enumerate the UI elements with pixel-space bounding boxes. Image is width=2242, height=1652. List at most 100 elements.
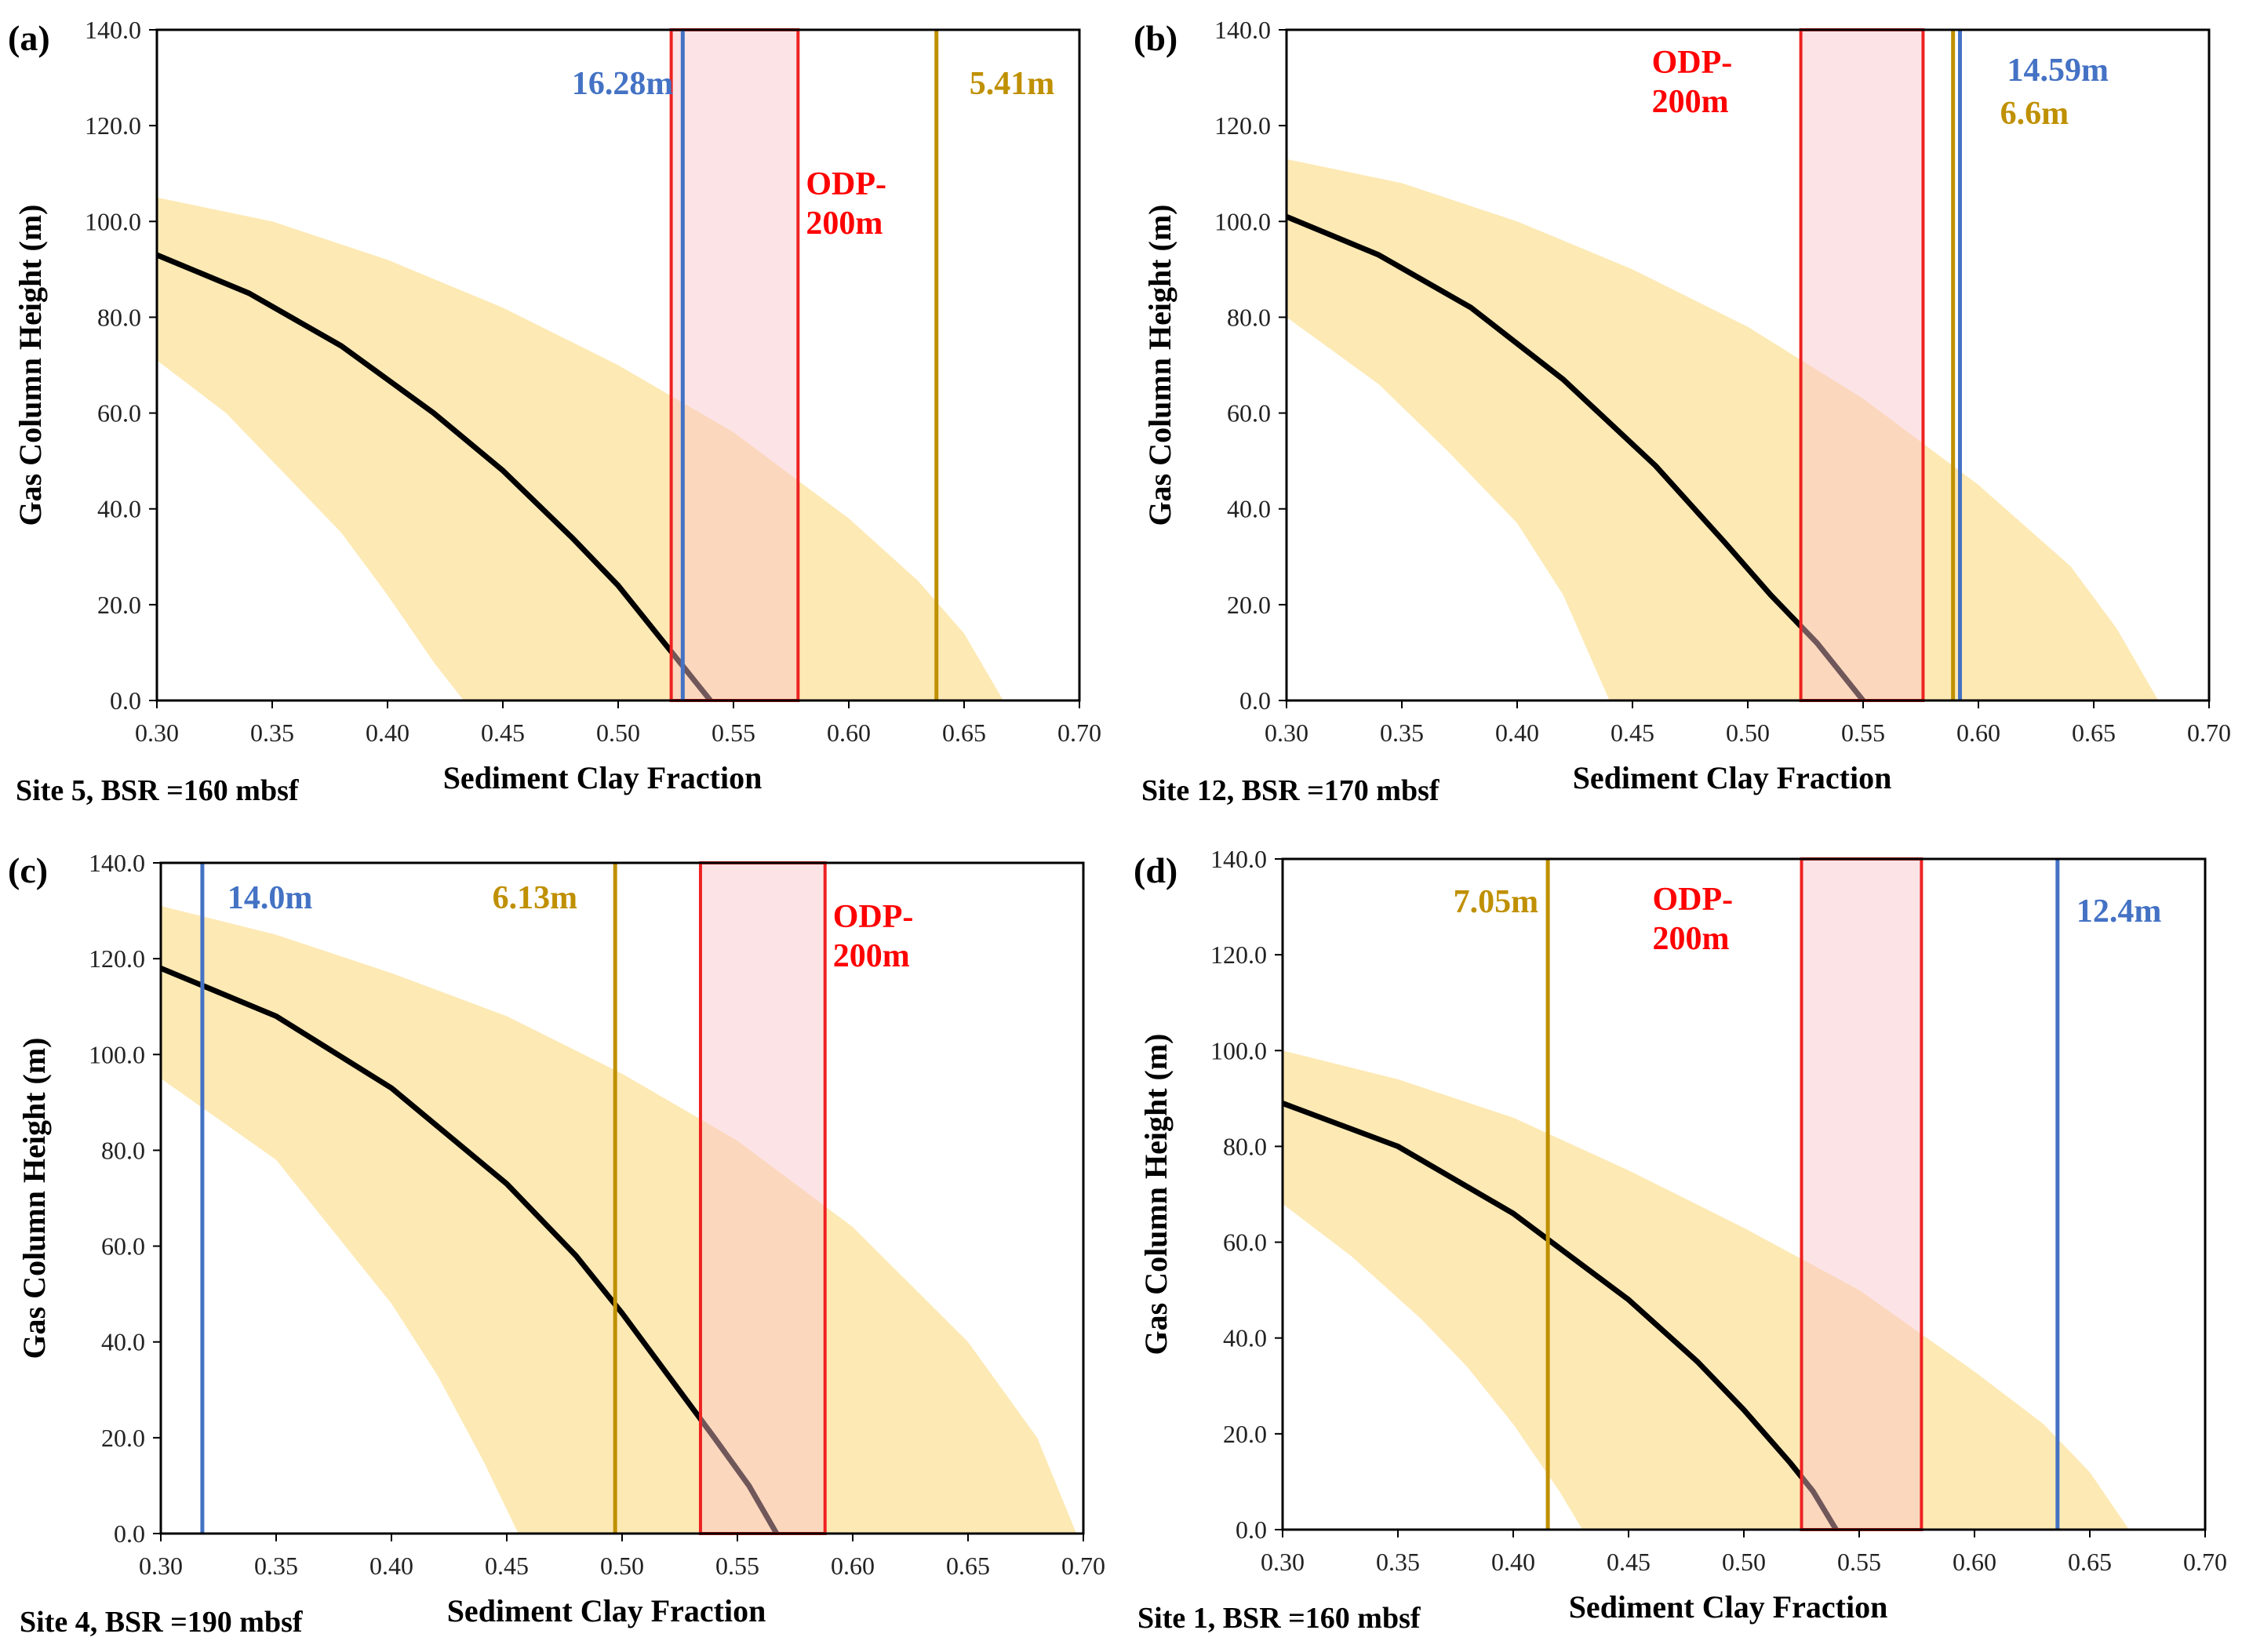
x-tick-label: 0.70	[1057, 719, 1101, 747]
x-tick-label: 0.50	[596, 719, 640, 747]
y-axis-title: Gas Column Height (m)	[16, 1038, 52, 1359]
y-tick-label: 0.0	[110, 686, 141, 715]
plot-area	[1283, 1050, 2129, 1530]
plot-area	[1287, 158, 2159, 700]
x-tick-label: 0.55	[1841, 719, 1885, 747]
odp-label: ODP-	[806, 166, 886, 202]
uncertainty-band	[161, 905, 1077, 1534]
x-tick-label: 0.70	[2187, 719, 2231, 747]
uncertainty-band	[1283, 1050, 2129, 1530]
x-tick-label: 0.30	[1261, 1548, 1305, 1576]
x-tick-label: 0.40	[1491, 1548, 1535, 1576]
y-tick-label: 120.0	[1214, 111, 1271, 140]
x-tick-label: 0.60	[831, 1552, 875, 1580]
uncertainty-band	[157, 197, 1003, 700]
odp-range-box	[1799, 28, 1925, 702]
y-tick-label: 40.0	[97, 495, 141, 523]
x-tick-label: 0.35	[254, 1552, 298, 1580]
y-tick-label: 140.0	[1210, 845, 1267, 873]
x-tick-label: 0.60	[827, 719, 871, 747]
x-tick-label: 0.45	[1607, 1548, 1651, 1576]
y-tick-label: 60.0	[1227, 399, 1271, 428]
blue-line-label: 16.28m	[572, 66, 674, 102]
x-tick-label: 0.45	[485, 1552, 529, 1580]
x-tick-label: 0.70	[2183, 1548, 2227, 1576]
y-tick-label: 20.0	[1223, 1420, 1267, 1448]
y-tick-label: 140.0	[89, 849, 145, 877]
odp-range-box	[1800, 857, 1924, 1531]
panel-label: (b)	[1134, 18, 1177, 58]
y-tick-label: 120.0	[85, 111, 141, 140]
panel-b: (b) Site 12, BSR =170 mbsf 14.59m 6.6m ODP…	[1134, 16, 2231, 807]
gold-line-label: 7.05m	[1454, 884, 1539, 920]
y-tick-label: 80.0	[1223, 1132, 1267, 1160]
odp-label: ODP-	[1652, 45, 1733, 81]
panel-label: (a)	[8, 18, 50, 58]
y-tick-label: 120.0	[1210, 941, 1267, 969]
odp-label: 200m	[806, 206, 883, 242]
uncertainty-band	[1287, 158, 2159, 700]
plot-area	[161, 905, 1077, 1534]
x-tick-label: 0.45	[1611, 719, 1654, 747]
x-tick-label: 0.30	[139, 1552, 183, 1580]
y-tick-label: 120.0	[89, 944, 145, 973]
y-tick-label: 80.0	[101, 1136, 145, 1164]
x-tick-label: 0.60	[1953, 1548, 1996, 1576]
x-tick-label: 0.65	[2068, 1548, 2112, 1576]
y-tick-label: 20.0	[1227, 591, 1271, 619]
gold-line-label: 5.41m	[970, 66, 1055, 102]
y-tick-label: 40.0	[101, 1328, 145, 1356]
clay-fraction-curve	[161, 966, 780, 1534]
x-tick-label: 0.65	[2072, 719, 2116, 747]
x-tick-label: 0.60	[1956, 719, 2000, 747]
y-tick-label: 60.0	[97, 399, 141, 428]
x-tick-label: 0.35	[250, 719, 294, 747]
x-tick-label: 0.65	[946, 1552, 990, 1580]
x-axis-title: Sediment Clay Fraction	[443, 760, 762, 795]
y-tick-label: 100.0	[85, 207, 141, 235]
blue-line-label: 12.4m	[2076, 893, 2162, 930]
x-tick-label: 0.55	[712, 719, 755, 747]
panel-label: (d)	[1134, 850, 1177, 890]
clay-fraction-curve	[1287, 213, 1865, 700]
y-tick-label: 40.0	[1227, 495, 1271, 523]
y-tick-label: 20.0	[97, 591, 141, 619]
y-tick-label: 80.0	[1227, 303, 1271, 331]
x-tick-label: 0.40	[366, 719, 409, 747]
x-tick-label: 0.30	[135, 719, 179, 747]
y-tick-label: 80.0	[97, 303, 141, 331]
gold-line-label: 6.6m	[2000, 96, 2069, 132]
plot-area	[157, 197, 1003, 700]
blue-line-label: 14.0m	[227, 880, 313, 916]
y-tick-label: 60.0	[1223, 1228, 1267, 1257]
y-tick-label: 60.0	[101, 1232, 145, 1261]
blue-line-label: 14.59m	[2007, 53, 2109, 89]
site-caption: Site 4, BSR =190 mbsf	[20, 1606, 304, 1639]
y-tick-label: 0.0	[1236, 1516, 1267, 1544]
odp-range-box	[698, 861, 827, 1535]
odp-label: ODP-	[1653, 882, 1734, 918]
y-tick-label: 100.0	[1214, 207, 1271, 235]
odp-range-box	[669, 28, 800, 702]
x-axis-title: Sediment Clay Fraction	[447, 1593, 766, 1628]
x-tick-label: 0.50	[600, 1552, 644, 1580]
y-axis-title: Gas Column Height (m)	[1138, 1034, 1174, 1355]
x-axis-title: Sediment Clay Fraction	[1573, 760, 1892, 795]
y-tick-label: 40.0	[1223, 1324, 1267, 1352]
y-axis-title: Gas Column Height (m)	[13, 205, 48, 526]
x-tick-label: 0.50	[1726, 719, 1770, 747]
panel-label: (c)	[8, 850, 48, 890]
x-tick-label: 0.30	[1265, 719, 1308, 747]
odp-label: 200m	[833, 938, 910, 974]
x-tick-label: 0.55	[1837, 1548, 1881, 1576]
x-axis-title: Sediment Clay Fraction	[1569, 1589, 1888, 1625]
y-tick-label: 140.0	[1214, 16, 1271, 44]
clay-fraction-curve	[157, 252, 713, 700]
y-axis-title: Gas Column Height (m)	[1142, 205, 1177, 526]
x-tick-label: 0.40	[1495, 719, 1539, 747]
site-caption: Site 5, BSR =160 mbsf	[16, 774, 300, 807]
site-caption: Site 1, BSR =160 mbsf	[1137, 1602, 1421, 1635]
x-tick-label: 0.40	[369, 1552, 413, 1580]
x-tick-label: 0.70	[1061, 1552, 1105, 1580]
